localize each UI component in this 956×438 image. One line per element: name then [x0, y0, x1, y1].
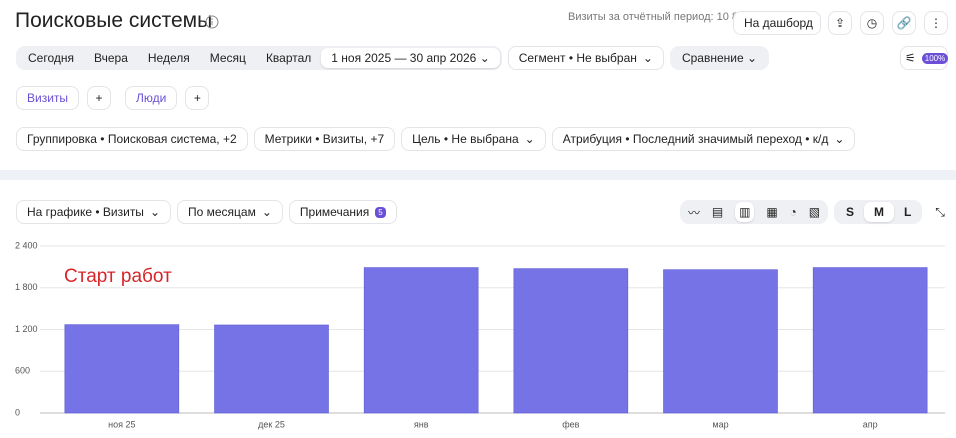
link-button[interactable]: 🔗 — [892, 11, 916, 35]
bar — [812, 267, 928, 414]
comparison-label: Сравнение — [681, 51, 744, 65]
date-range-label: 1 ноя 2025 — 30 апр 2026 — [331, 51, 477, 65]
y-tick-label: 1 200 — [15, 324, 38, 334]
sampling-badge: 100% — [921, 52, 949, 64]
type-icon[interactable]: ▦ — [766, 205, 778, 219]
chevron: ⌄ — [524, 132, 535, 146]
bar — [214, 324, 329, 414]
expand-button[interactable]: ⤡ — [935, 204, 945, 219]
size-option[interactable]: L — [904, 205, 912, 219]
period-total: Визиты за отчётный период: 10 876 — [568, 11, 751, 23]
bar — [363, 267, 479, 414]
chart-period-button[interactable]: По месяцам ⌄ — [177, 200, 283, 224]
export-button[interactable]: ⇪ — [828, 11, 852, 35]
chip-label: Люди — [136, 91, 167, 105]
history-button[interactable]: ◷ — [860, 11, 884, 35]
more-button[interactable]: ⋮ — [924, 11, 948, 35]
metric-chip[interactable]: Люди — [125, 86, 178, 110]
bar — [64, 324, 180, 414]
notes-count: 5 — [375, 206, 386, 218]
settings-label: Атрибуция • Последний значимый переход •… — [562, 132, 829, 146]
x-tick-label: дек 25 — [258, 419, 285, 429]
type-icon[interactable]: ▤ — [711, 205, 724, 219]
x-tick-label: мар — [712, 419, 728, 429]
dashboard-button[interactable]: На дашборд — [733, 11, 821, 35]
report-settings: Группировка • Поисковая система, +2 Метри… — [16, 127, 856, 151]
notes-button[interactable]: Примечания 5 — [288, 200, 397, 224]
period-tabs: Сегодня Вчера Неделя Месяц Квартал 1 ноя 2025… — [16, 46, 502, 70]
y-tick-label: 2 400 — [15, 240, 38, 250]
period-tab[interactable]: Месяц — [209, 51, 246, 65]
comparison-wrap: Сравнение ⌄ — [669, 46, 770, 70]
period-tab[interactable]: Вчера — [94, 51, 128, 65]
type-icon[interactable]: ▥ — [735, 202, 755, 222]
add-button[interactable]: + — [185, 86, 210, 110]
page-title: Поисковые системы — [15, 9, 213, 32]
segment-label: Сегмент • Не выбран — [518, 51, 637, 65]
settings-button[interactable]: Атрибуция • Последний значимый переход •… — [551, 127, 856, 151]
settings-label: Метрики • Визиты, +7 — [264, 132, 385, 146]
x-tick-label: янв — [414, 419, 429, 429]
separator — [0, 170, 956, 180]
info-icon[interactable] — [205, 15, 219, 29]
settings-button[interactable]: Группировка • Поисковая система, +2 — [16, 127, 248, 151]
chart-metric-button[interactable]: На графике • Визиты ⌄ — [16, 200, 171, 224]
type-icon[interactable]: 〰 — [687, 205, 700, 220]
period-tab[interactable]: Неделя — [147, 51, 190, 65]
chart: 0 600 1 200 1 800 2 400 ноя 25 дек 25 янв фев мар… — [15, 240, 945, 429]
x-tick-label: ноя 25 — [108, 419, 135, 429]
y-tick-label: 1 800 — [15, 282, 38, 292]
chevron: ⌄ — [834, 132, 845, 146]
chip-label: Визиты — [27, 91, 69, 105]
chart-type-group: 〰 ▤ ▥ ▦ ◔ ▧ — [680, 200, 828, 224]
bar — [663, 269, 778, 414]
y-tick-label: 600 — [15, 366, 30, 376]
bar — [513, 268, 629, 414]
y-tick-label: 0 — [15, 407, 20, 417]
x-tick-label: фев — [562, 419, 579, 429]
settings-button[interactable]: Метрики • Визиты, +7 — [253, 127, 396, 151]
x-tick-label: апр — [863, 419, 878, 429]
period-tab[interactable]: Квартал — [265, 51, 312, 65]
dashboard-label: На дашборд — [744, 16, 813, 30]
comparison-button[interactable]: Сравнение ⌄ — [681, 51, 758, 65]
add-button[interactable]: + — [87, 86, 112, 110]
chart-metric-label: На графике • Визиты — [27, 205, 144, 219]
date-range[interactable]: 1 ноя 2025 — 30 апр 2026 ⌄ — [321, 48, 500, 68]
notes-label: Примечания — [299, 205, 370, 219]
settings-label: Группировка • Поисковая система, +2 — [27, 132, 237, 146]
settings-label: Цель • Не выбрана — [412, 132, 519, 146]
period-tab[interactable]: Сегодня — [28, 51, 74, 65]
segment-button[interactable]: Сегмент • Не выбран ⌄ — [507, 46, 664, 70]
type-icon[interactable]: ▧ — [808, 205, 821, 219]
settings-button[interactable]: Цель • Не выбрана ⌄ — [401, 127, 546, 151]
chart-period-label: По месяцам — [188, 205, 256, 219]
type-icon[interactable]: ◔ — [789, 205, 797, 219]
sampling-button[interactable]: ⚟ 100% — [900, 46, 949, 70]
metric-chip[interactable]: Визиты — [16, 86, 80, 110]
annotation: Старт работ — [64, 266, 172, 287]
size-option[interactable]: M — [864, 202, 895, 222]
size-option[interactable]: S — [846, 205, 855, 219]
